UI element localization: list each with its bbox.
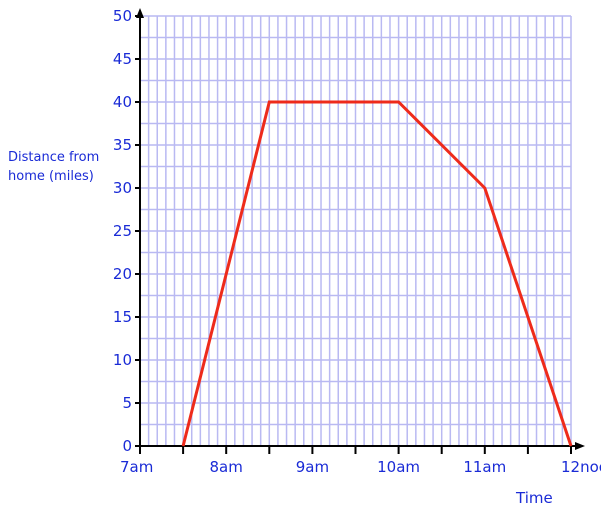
y-tick-label: 10	[113, 351, 132, 369]
y-axis-label-line-2: home (miles)	[8, 169, 94, 184]
y-tick-label: 50	[113, 7, 132, 25]
y-tick-label: 25	[113, 222, 132, 240]
y-tick-label: 40	[113, 93, 132, 111]
y-tick-label: 20	[113, 265, 132, 283]
y-tick-label: 30	[113, 179, 132, 197]
x-tick-label: 8am	[210, 458, 243, 476]
y-tick-label: 45	[113, 50, 132, 68]
x-tick-label: 7am	[120, 458, 153, 476]
y-tick-label: 35	[113, 136, 132, 154]
y-tick-label: 15	[113, 308, 132, 326]
y-tick-labels: 0 5 10 15 20 25 30 35 40 45 50	[113, 7, 140, 455]
axes	[136, 8, 585, 450]
x-tick-label: 11am	[463, 458, 506, 476]
x-tick-label: 9am	[296, 458, 329, 476]
x-tick-labels: 7am 8am 9am 10am 11am 12noon	[120, 446, 601, 476]
x-axis-label: Time	[515, 489, 553, 507]
y-axis-label-line-1: Distance from	[8, 150, 99, 165]
y-tick-label: 0	[122, 437, 132, 455]
grid	[139, 15, 572, 447]
x-axis-arrow	[575, 442, 585, 450]
x-tick-label: 10am	[377, 458, 420, 476]
series-line	[181, 100, 573, 447]
y-tick-label: 5	[122, 394, 132, 412]
series	[181, 100, 573, 447]
x-tick-label: 12noon	[561, 458, 601, 476]
